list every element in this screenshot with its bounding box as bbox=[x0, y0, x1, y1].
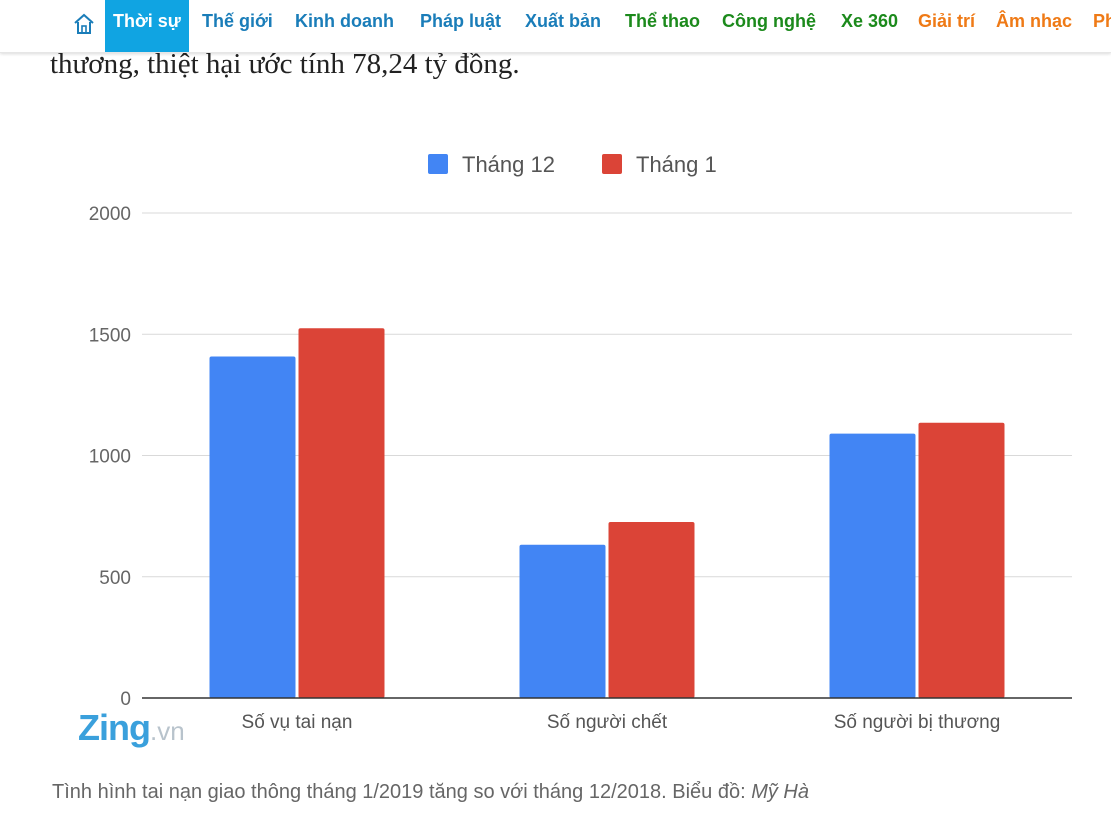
legend-swatch bbox=[428, 154, 448, 174]
bar bbox=[918, 422, 1005, 698]
article-lead-text: thương, thiệt hại ước tính 78,24 tỷ đồng… bbox=[50, 48, 520, 80]
nav-item-the-thao[interactable]: Thể thao bbox=[625, 11, 700, 31]
y-tick-label: 2000 bbox=[89, 204, 131, 225]
y-tick-label: 0 bbox=[120, 689, 131, 710]
nav-item-xe-360[interactable]: Xe 360 bbox=[841, 11, 899, 31]
zing-logo: Zing.vn bbox=[78, 707, 185, 749]
chart-caption: Tình hình tai nạn giao thông tháng 1/201… bbox=[52, 781, 809, 804]
x-tick-label: Số người bị thương bbox=[834, 712, 1001, 733]
home-icon[interactable] bbox=[72, 12, 96, 36]
y-tick-label: 500 bbox=[99, 568, 131, 589]
nav-item-kinh-doanh[interactable]: Kinh doanh bbox=[295, 11, 394, 31]
legend-label: Tháng 1 bbox=[636, 152, 717, 177]
logo-suffix: .vn bbox=[149, 716, 185, 746]
nav-item-xuat-ban[interactable]: Xuất bản bbox=[525, 11, 602, 31]
nav-item-giai-tri[interactable]: Giải trí bbox=[918, 11, 976, 31]
caption-text: Tình hình tai nạn giao thông tháng 1/201… bbox=[52, 781, 752, 803]
x-tick-label: Số vụ tai nạn bbox=[242, 712, 353, 733]
bar bbox=[209, 356, 296, 698]
logo-brand: Zing bbox=[78, 707, 151, 748]
legend-label: Tháng 12 bbox=[462, 152, 555, 177]
nav-item-thoi-su[interactable]: Thời sự bbox=[105, 0, 189, 52]
top-navigation: Thời sự Thế giới Kinh doanh Pháp luật Xu… bbox=[0, 0, 1111, 53]
nav-item-the-gioi[interactable]: Thế giới bbox=[202, 11, 273, 31]
y-tick-label: 1000 bbox=[89, 447, 131, 468]
nav-item-am-nhac[interactable]: Âm nhạc bbox=[996, 11, 1073, 31]
nav-item-ph[interactable]: Ph bbox=[1093, 11, 1111, 31]
bar bbox=[608, 521, 695, 698]
x-tick-label: Số người chết bbox=[547, 712, 668, 733]
legend-swatch bbox=[602, 154, 622, 174]
bar bbox=[298, 328, 385, 698]
caption-author: Mỹ Hà bbox=[751, 781, 810, 803]
y-tick-label: 1500 bbox=[89, 325, 131, 346]
nav-item-phap-luat[interactable]: Pháp luật bbox=[420, 11, 502, 31]
bar bbox=[829, 433, 916, 698]
bar-chart: 0 500 1000 1500 2000 Số vụ tai nạn Số người ch… bbox=[89, 152, 1072, 733]
bar bbox=[519, 544, 606, 698]
nav-item-cong-nghe[interactable]: Công nghệ bbox=[722, 11, 816, 31]
